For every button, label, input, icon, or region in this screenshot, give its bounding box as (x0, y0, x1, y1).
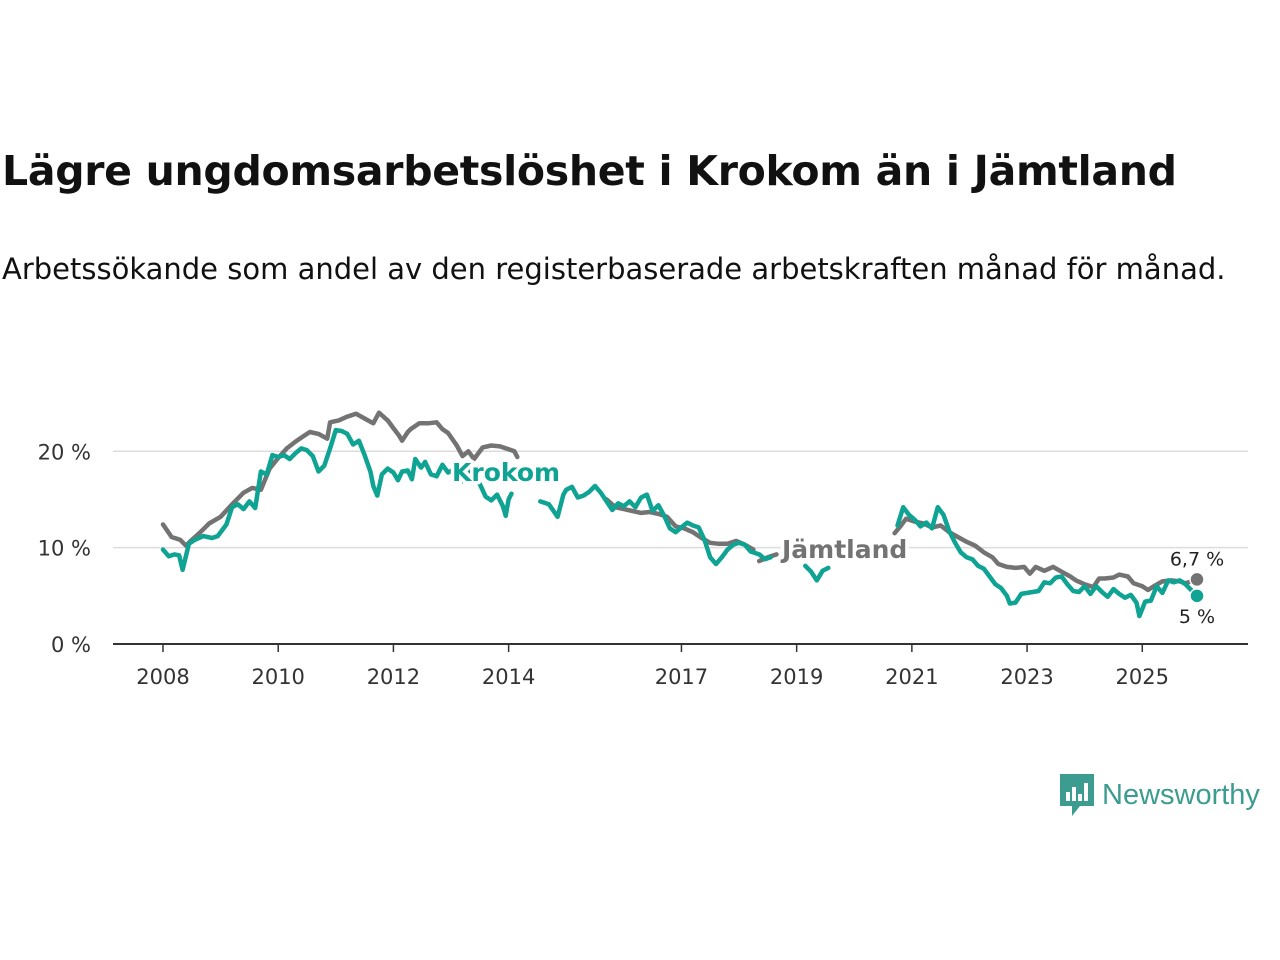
series-line-krokom-1 (538, 483, 773, 567)
x-tick-label-2023: 2023 (1000, 665, 1053, 689)
chart-title: Lägre ungdomsarbetslöshet i Krokom än i … (2, 147, 1177, 195)
series-line-krokom-0 (160, 427, 514, 573)
x-tick-label-2021: 2021 (885, 665, 938, 689)
end-label-krokom: 5 % (1179, 606, 1215, 628)
series-line-krokom-3 (895, 504, 1200, 619)
series-line-jamtland-3 (892, 516, 1200, 593)
x-tick-label-2012: 2012 (367, 665, 420, 689)
series-line-jamtland-1 (604, 497, 756, 552)
series-label-krokom-halo: Krokom (452, 458, 560, 487)
x-tick-label-2019: 2019 (770, 665, 823, 689)
chart-subtitle: Arbetssökande som andel av den registerb… (2, 252, 1226, 286)
series-label-jamtland: Jämtland (780, 535, 907, 564)
y-tick-label-10: 10 % (38, 537, 91, 561)
newsworthy-logo-icon (1060, 774, 1094, 816)
x-tick-label-2017: 2017 (655, 665, 708, 689)
series-label-jamtland-halo: Jämtland (780, 535, 907, 564)
x-tick-label-2014: 2014 (482, 665, 535, 689)
end-marker-krokom (1189, 588, 1205, 604)
end-label-jamtland: 6,7 % (1170, 548, 1224, 570)
newsworthy-logo[interactable]: Newsworthy (1058, 771, 1260, 819)
series-label-krokom: Krokom (452, 458, 560, 487)
newsworthy-wordmark: Newsworthy (1102, 778, 1260, 811)
end-marker-jamtland (1189, 571, 1205, 588)
y-tick-label-0: 0 % (51, 633, 91, 657)
series-line-krokom-2 (803, 563, 831, 583)
x-tick-label-2008: 2008 (136, 665, 189, 689)
x-tick-label-2025: 2025 (1116, 665, 1169, 689)
y-tick-label-20: 20 % (38, 440, 91, 464)
x-tick-label-2010: 2010 (251, 665, 304, 689)
